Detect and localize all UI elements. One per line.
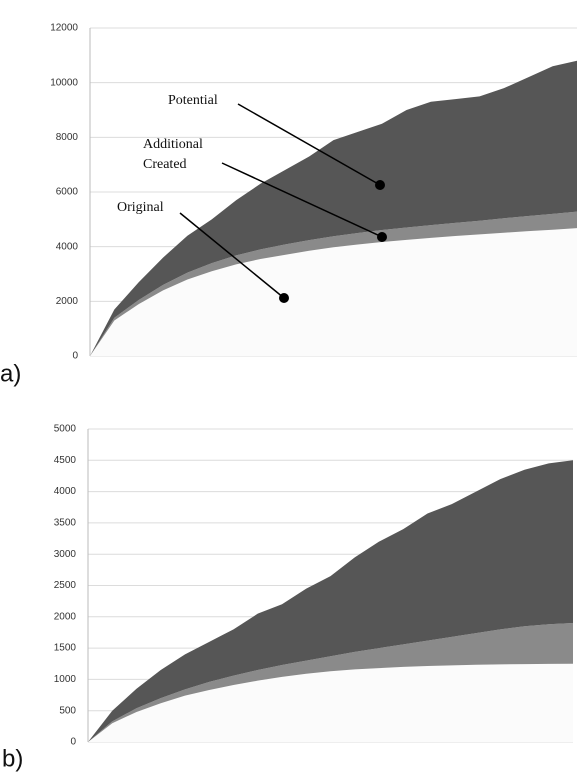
- annotation-pointer: [221, 162, 383, 238]
- annotation: Original: [117, 200, 164, 215]
- y-tick-label: 2500: [54, 580, 77, 591]
- y-tick-label: 1000: [54, 674, 77, 685]
- y-tick-label: 12000: [50, 23, 78, 34]
- area: [88, 663, 573, 742]
- annotation-dot: [377, 232, 387, 242]
- y-tick-label: 0: [72, 351, 78, 362]
- y-tick-label: 4000: [56, 241, 79, 252]
- panel-label: a): [0, 360, 21, 387]
- y-tick-label: 10000: [50, 77, 78, 88]
- y-tick-label: 2000: [56, 296, 79, 307]
- y-tick-label: 8000: [56, 132, 79, 143]
- y-tick-label: 4500: [54, 455, 77, 466]
- y-tick-label: 6000: [56, 187, 79, 198]
- area: [88, 460, 573, 742]
- annotation: Additional: [143, 137, 203, 152]
- y-tick-label: 3000: [54, 549, 77, 560]
- area: [90, 60, 577, 357]
- y-tick-label: 0: [70, 737, 76, 748]
- y-tick-label: 3500: [54, 518, 77, 529]
- area: [90, 228, 577, 356]
- y-tick-label: 500: [59, 705, 76, 716]
- panel-label: b): [2, 745, 23, 772]
- annotation-pointer: [179, 212, 285, 299]
- area: [88, 623, 573, 742]
- annotation-pointer: [237, 103, 381, 186]
- y-tick-label: 2000: [54, 611, 77, 622]
- annotation-dot: [375, 180, 385, 190]
- annotation-dot: [279, 293, 289, 303]
- y-tick-label: 5000: [54, 424, 77, 435]
- annotation: Potential: [168, 93, 218, 108]
- area: [90, 211, 577, 356]
- y-tick-label: 1500: [54, 643, 77, 654]
- annotation: Created: [143, 157, 187, 172]
- y-tick-label: 4000: [54, 486, 77, 497]
